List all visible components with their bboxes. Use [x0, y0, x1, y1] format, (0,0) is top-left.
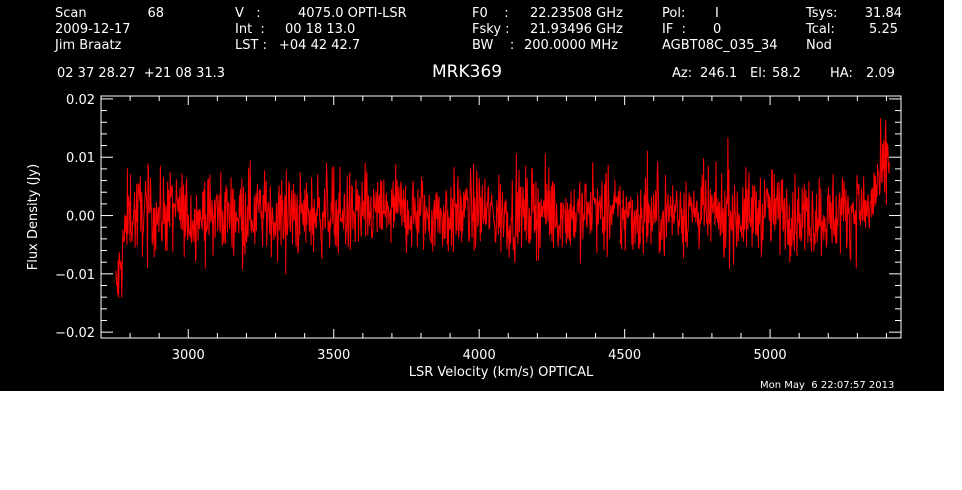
azimuth-label: Az: — [672, 66, 693, 81]
integration-label: Int : — [235, 22, 265, 37]
velocity-label: V : — [235, 6, 261, 21]
tcal-value: 5.25 — [869, 22, 898, 37]
azimuth-value: 246.1 — [700, 66, 738, 81]
x-tick-label: 5000 — [754, 348, 787, 363]
source-coordinates: 02 37 28.27 +21 08 31.3 — [57, 66, 226, 81]
x-tick-label: 3000 — [172, 348, 205, 363]
if-label: IF : — [662, 22, 686, 37]
observation-date: 2009-12-17 — [55, 22, 131, 37]
observing-mode: Nod — [806, 38, 832, 53]
axis-ticks — [101, 96, 901, 338]
y-tick-label: −0.01 — [55, 268, 95, 283]
bandwidth-value: 200.0000 MHz — [524, 38, 618, 53]
timestamp: Mon May 6 22:07:57 2013 — [760, 380, 895, 391]
bandwidth-label: BW : — [472, 38, 515, 53]
x-tick-labels: 3000 3500 4000 4500 5000 — [172, 348, 787, 363]
y-tick-label: −0.02 — [55, 326, 95, 341]
f0-value: 22.23508 GHz — [530, 6, 623, 21]
spectrum-series — [115, 118, 890, 298]
x-tick-label: 4000 — [463, 348, 496, 363]
hour-angle-label: HA: — [830, 66, 853, 81]
elevation-value: 58.2 — [772, 66, 801, 81]
x-tick-label: 3500 — [317, 348, 350, 363]
f0-label: F0 : — [472, 6, 509, 21]
y-tick-label: 0.01 — [66, 151, 95, 166]
scan-label: Scan — [55, 6, 87, 21]
tcal-label: Tcal: — [806, 22, 835, 37]
project-id: AGBT08C_035_34 — [662, 38, 778, 53]
y-tick-labels: −0.02 −0.01 0.00 0.01 0.02 — [55, 93, 95, 341]
hour-angle-value: 2.09 — [866, 66, 895, 81]
lst-value: +04 42 42.7 — [279, 38, 361, 53]
scan-value: 68 — [147, 6, 164, 21]
polarization-label: Pol: — [662, 6, 686, 21]
x-tick-label: 4500 — [608, 348, 641, 363]
lst-label: LST : — [235, 38, 267, 53]
plot-panel: Scan 68 2009-12-17 Jim Braatz V : 4075.0… — [0, 0, 944, 391]
tsys-label: Tsys: — [806, 6, 838, 21]
spectrum-chart: −0.02 −0.01 0.00 0.01 0.02 3000 3500 4000 4500 5… — [26, 93, 902, 380]
y-tick-label: 0.00 — [66, 210, 95, 225]
tsys-value: 31.84 — [864, 6, 902, 21]
fsky-label: Fsky : — [472, 22, 510, 37]
observer-name: Jim Braatz — [55, 38, 122, 53]
plot-frame — [100, 95, 902, 339]
fsky-value: 21.93496 GHz — [530, 22, 623, 37]
elevation-label: El: — [750, 66, 767, 81]
x-axis-label: LSR Velocity (km/s) OPTICAL — [409, 365, 594, 380]
velocity-value: 4075.0 OPTI-LSR — [298, 6, 407, 21]
y-axis-label: Flux Density (Jy) — [26, 164, 41, 270]
y-tick-label: 0.02 — [66, 93, 95, 108]
if-value: 0 — [713, 22, 722, 37]
polarization-value: I — [715, 6, 719, 21]
integration-value: 00 18 13.0 — [285, 22, 356, 37]
chart-title: MRK369 — [432, 62, 503, 82]
